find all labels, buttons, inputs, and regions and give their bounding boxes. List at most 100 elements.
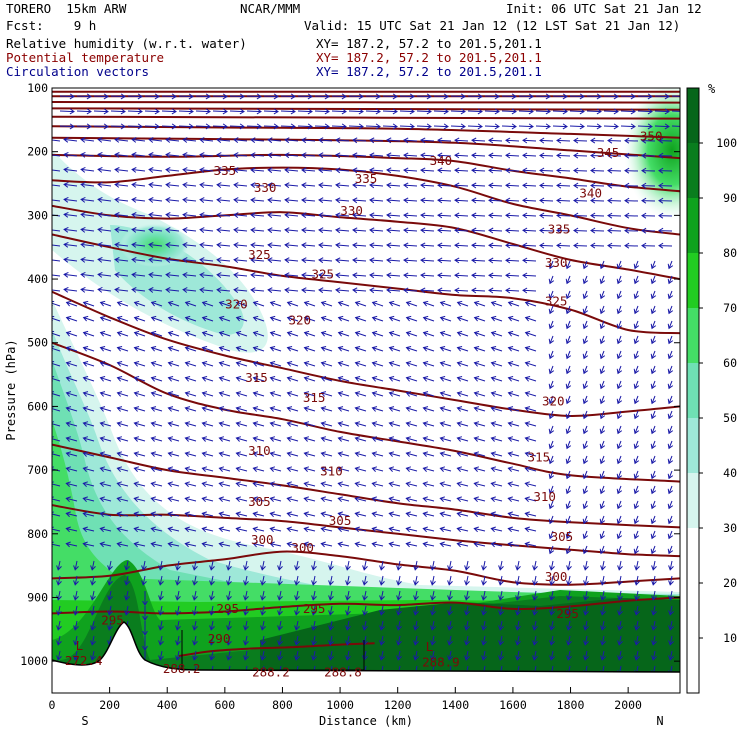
wind-vector [501,123,517,130]
wind-vector [218,466,231,472]
wind-vector [616,515,623,525]
wind-vector [175,560,181,571]
wind-vector [667,335,674,345]
wind-vector [471,257,486,264]
wind-vector [524,541,537,548]
wind-vector [65,436,78,442]
wind-vector [284,137,299,144]
wind-vector [582,515,589,525]
wind-vector [150,496,163,503]
wind-vector [616,425,623,435]
wind-vector [97,136,112,143]
wind-vector [405,496,418,503]
wind-vector [650,395,657,405]
wind-vector [267,257,282,264]
wind-vector [439,315,452,322]
wind-vector [116,376,129,382]
wind-vector [386,242,401,249]
wind-vector [667,290,674,300]
wind-vector [233,287,248,293]
wind-vector [131,272,146,278]
wind-vector [439,466,452,472]
wind-vector [250,137,265,143]
wind-vector [518,93,534,100]
wind-vector [148,137,163,143]
wind-vector [335,182,350,189]
wind-vector [320,451,333,457]
wind-vector [107,575,113,586]
wind-vector [422,511,435,518]
wind-vector [616,290,623,300]
wind-vector [63,196,78,203]
wind-vector [352,242,367,249]
wind-vector [667,530,674,540]
wind-vector [388,466,401,472]
wind-vector [233,152,248,158]
wind-vector [345,650,351,661]
wind-vector [532,605,538,616]
contour-label: 340 [430,153,453,168]
wind-vector [532,590,538,601]
wind-vector [490,541,503,548]
wind-vector [650,530,657,540]
wind-vector [294,560,300,571]
wind-vector [430,560,436,571]
wind-vector [624,242,639,249]
wind-vector [624,212,639,219]
wind-vector [320,315,333,322]
wind-vector [73,605,79,616]
wind-vector [403,287,418,294]
wind-vector [216,197,231,203]
wind-vector [505,167,520,174]
wind-vector [167,421,180,427]
wind-vector [535,123,551,130]
wind-vector [633,470,640,480]
wind-vector [150,300,163,307]
wind-vector [633,440,640,450]
wind-vector [243,635,249,646]
x-tick-label: 600 [214,698,235,712]
wind-vector [616,380,623,390]
contour-label: 288.2 [163,661,201,676]
wind-vector [505,242,520,249]
wind-vector [405,300,418,307]
wind-vector [399,108,415,115]
wind-vector [320,391,333,397]
wind-vector [565,500,572,510]
theta-contour-315 [52,341,680,483]
wind-vector [246,93,262,100]
colorbar-label: 90 [723,191,737,205]
wind-vector [124,560,130,571]
wind-vector [337,315,350,322]
wind-vector [641,137,656,144]
colorbar-label: 40 [723,466,737,480]
wind-vector [142,621,148,636]
wind-vector [216,287,231,293]
wind-vector [481,605,487,616]
wind-vector [573,197,588,204]
wind-vector [142,591,148,606]
wind-vector [473,526,486,533]
wind-vector [439,526,452,533]
wind-vector [548,320,555,330]
wind-vector [320,421,333,427]
wind-vector [507,421,520,427]
x-tick-label: 400 [157,698,178,712]
wind-vector [165,287,180,293]
wind-vector [252,391,265,397]
wind-vector [133,541,146,548]
wind-vector [148,167,163,173]
wind-vector [454,197,469,204]
wind-vector [63,286,78,293]
wind-vector [548,365,555,375]
wind-vector [548,515,555,525]
wind-vector [56,560,62,571]
wind-vector [218,526,231,533]
wind-vector [484,123,500,130]
wind-vector [201,406,214,412]
wind-vector [633,335,640,345]
wind-vector [420,182,435,189]
theta-contour-350 [52,125,680,139]
wind-vector [490,330,503,337]
wind-vector [63,151,78,158]
